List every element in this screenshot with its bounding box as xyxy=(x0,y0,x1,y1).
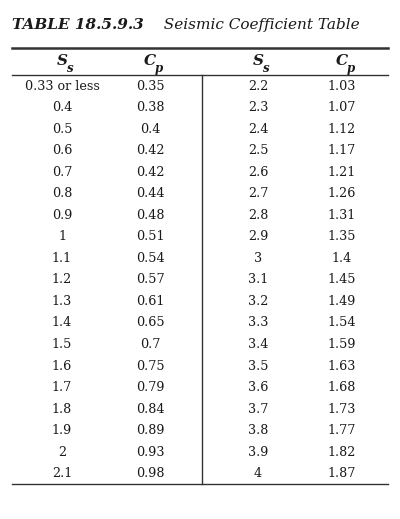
Text: C: C xyxy=(336,54,348,69)
Text: 1.8: 1.8 xyxy=(52,403,72,416)
Text: 0.42: 0.42 xyxy=(136,166,164,179)
Text: 1.87: 1.87 xyxy=(328,467,356,480)
Text: 3: 3 xyxy=(254,252,262,265)
Text: 2.9: 2.9 xyxy=(248,230,268,243)
Text: 2.4: 2.4 xyxy=(248,122,268,135)
Text: 1.73: 1.73 xyxy=(328,403,356,416)
Text: 3.9: 3.9 xyxy=(248,446,268,459)
Text: 0.33 or less: 0.33 or less xyxy=(24,79,100,92)
Text: 0.35: 0.35 xyxy=(136,79,164,92)
Text: TABLE 18.5.9.3: TABLE 18.5.9.3 xyxy=(12,18,144,32)
Text: S: S xyxy=(56,54,68,69)
Text: 0.7: 0.7 xyxy=(140,338,160,351)
Text: 0.7: 0.7 xyxy=(52,166,72,179)
Text: 0.57: 0.57 xyxy=(136,274,164,286)
Text: 1.5: 1.5 xyxy=(52,338,72,351)
Text: 0.75: 0.75 xyxy=(136,360,164,373)
Text: 1.49: 1.49 xyxy=(328,295,356,308)
Text: Seismic Coefficient Table: Seismic Coefficient Table xyxy=(154,18,360,32)
Text: 1.68: 1.68 xyxy=(328,381,356,394)
Text: 0.48: 0.48 xyxy=(136,209,164,222)
Text: 1.21: 1.21 xyxy=(328,166,356,179)
Text: 1.03: 1.03 xyxy=(328,79,356,92)
Text: 0.44: 0.44 xyxy=(136,187,164,200)
Text: 0.54: 0.54 xyxy=(136,252,164,265)
Text: 2.1: 2.1 xyxy=(52,467,72,480)
Text: 0.51: 0.51 xyxy=(136,230,164,243)
Text: 1.82: 1.82 xyxy=(328,446,356,459)
Text: 2.2: 2.2 xyxy=(248,79,268,92)
Text: s: s xyxy=(68,62,74,75)
Text: 1.17: 1.17 xyxy=(328,144,356,157)
Text: 1.07: 1.07 xyxy=(328,101,356,114)
Text: 1.26: 1.26 xyxy=(328,187,356,200)
Text: 2.3: 2.3 xyxy=(248,101,268,114)
Text: 0.98: 0.98 xyxy=(136,467,164,480)
Text: 1.54: 1.54 xyxy=(328,317,356,330)
Text: 3.2: 3.2 xyxy=(248,295,268,308)
Text: 1.1: 1.1 xyxy=(52,252,72,265)
Text: 1: 1 xyxy=(58,230,66,243)
Text: 3.5: 3.5 xyxy=(248,360,268,373)
Text: 1.59: 1.59 xyxy=(328,338,356,351)
Text: s: s xyxy=(264,62,270,75)
Text: 0.65: 0.65 xyxy=(136,317,164,330)
Text: 1.2: 1.2 xyxy=(52,274,72,286)
Text: 1.45: 1.45 xyxy=(328,274,356,286)
Text: 1.4: 1.4 xyxy=(52,317,72,330)
Text: 1.3: 1.3 xyxy=(52,295,72,308)
Text: 3.4: 3.4 xyxy=(248,338,268,351)
Text: 0.5: 0.5 xyxy=(52,122,72,135)
Text: 0.4: 0.4 xyxy=(52,101,72,114)
Text: p: p xyxy=(347,62,355,75)
Text: 1.77: 1.77 xyxy=(328,424,356,437)
Text: 1.9: 1.9 xyxy=(52,424,72,437)
Text: 2.5: 2.5 xyxy=(248,144,268,157)
Text: 4: 4 xyxy=(254,467,262,480)
Text: 0.61: 0.61 xyxy=(136,295,164,308)
Text: S: S xyxy=(252,54,264,69)
Text: 2.7: 2.7 xyxy=(248,187,268,200)
Text: 2.6: 2.6 xyxy=(248,166,268,179)
Text: 0.8: 0.8 xyxy=(52,187,72,200)
Text: 3.7: 3.7 xyxy=(248,403,268,416)
Text: 2: 2 xyxy=(58,446,66,459)
Text: 3.8: 3.8 xyxy=(248,424,268,437)
Text: 0.42: 0.42 xyxy=(136,144,164,157)
Text: 1.35: 1.35 xyxy=(328,230,356,243)
Text: 0.38: 0.38 xyxy=(136,101,164,114)
Text: C: C xyxy=(144,54,156,69)
Text: 0.93: 0.93 xyxy=(136,446,164,459)
Text: 0.6: 0.6 xyxy=(52,144,72,157)
Text: 3.1: 3.1 xyxy=(248,274,268,286)
Text: 2.8: 2.8 xyxy=(248,209,268,222)
Text: 1.63: 1.63 xyxy=(328,360,356,373)
Text: 1.7: 1.7 xyxy=(52,381,72,394)
Text: 0.79: 0.79 xyxy=(136,381,164,394)
Text: 1.31: 1.31 xyxy=(328,209,356,222)
Text: 0.89: 0.89 xyxy=(136,424,164,437)
Text: 3.3: 3.3 xyxy=(248,317,268,330)
Text: 3.6: 3.6 xyxy=(248,381,268,394)
Text: 1.4: 1.4 xyxy=(332,252,352,265)
Text: p: p xyxy=(155,62,163,75)
Text: 1.6: 1.6 xyxy=(52,360,72,373)
Text: 0.4: 0.4 xyxy=(140,122,160,135)
Text: 0.84: 0.84 xyxy=(136,403,164,416)
Text: 1.12: 1.12 xyxy=(328,122,356,135)
Text: 0.9: 0.9 xyxy=(52,209,72,222)
